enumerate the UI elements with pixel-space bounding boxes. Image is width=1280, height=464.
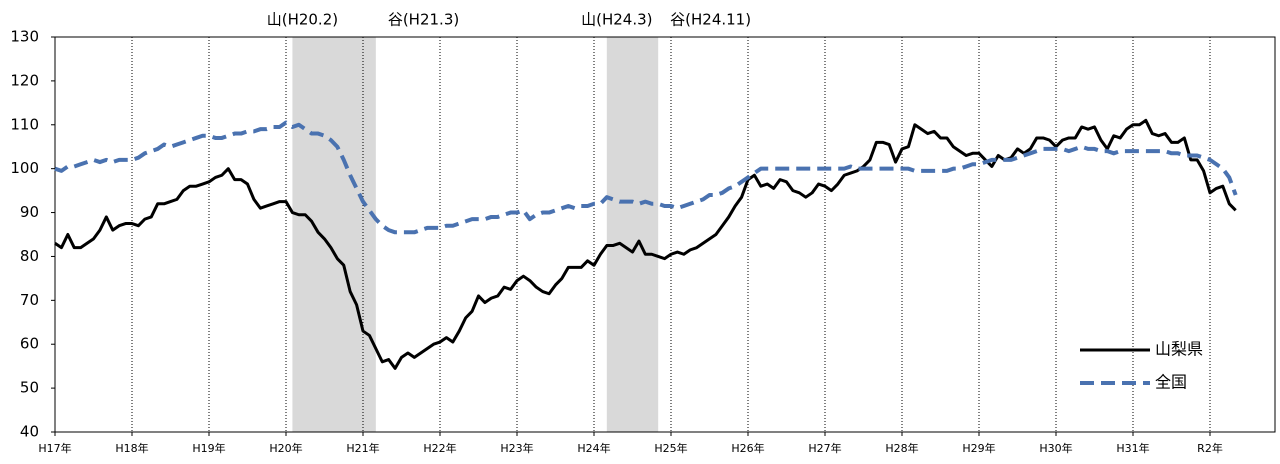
x-tick-label: R2年	[1197, 441, 1223, 455]
y-tick-label: 130	[10, 28, 39, 46]
x-tick-label: H27年	[808, 441, 841, 455]
peak-label: 山(H20.2)	[267, 11, 338, 29]
y-tick-label: 100	[10, 159, 39, 177]
x-tick-label: H23年	[500, 441, 533, 455]
series-line	[54, 120, 1238, 235]
recession-shade	[292, 37, 376, 432]
x-tick-label: H17年	[38, 441, 71, 455]
x-tick-label: H24年	[577, 441, 610, 455]
peak-label: 山(H24.3)	[581, 11, 652, 29]
x-tick-label: H26年	[731, 441, 764, 455]
legend-label: 全国	[1155, 373, 1187, 392]
y-tick-label: 50	[20, 379, 39, 397]
x-tick-label: H29年	[962, 441, 995, 455]
y-tick-label: 90	[20, 203, 39, 221]
y-tick-label: 120	[10, 71, 39, 89]
x-tick-label: H30年	[1039, 441, 1072, 455]
x-tick-label: H31年	[1116, 441, 1149, 455]
x-tick-label: H28年	[885, 441, 918, 455]
x-tick-label: H25年	[654, 441, 687, 455]
x-tick-label: H21年	[346, 441, 379, 455]
x-tick-label: H18年	[115, 441, 148, 455]
x-tick-label: H20年	[269, 441, 302, 455]
legend-label: 山梨県	[1155, 340, 1203, 359]
trough-label: 谷(H24.11)	[670, 11, 751, 29]
x-tick-label: H19年	[192, 441, 225, 455]
y-tick-label: 110	[10, 115, 39, 133]
y-tick-label: 40	[20, 423, 39, 441]
plot-frame	[54, 36, 1276, 433]
series-line	[54, 118, 1237, 370]
y-tick-label: 70	[20, 291, 39, 309]
x-tick-label: H22年	[423, 441, 456, 455]
y-tick-label: 60	[20, 335, 39, 353]
recession-shade	[606, 37, 659, 432]
y-tick-label: 80	[20, 247, 39, 265]
trough-label: 谷(H21.3)	[388, 11, 459, 29]
